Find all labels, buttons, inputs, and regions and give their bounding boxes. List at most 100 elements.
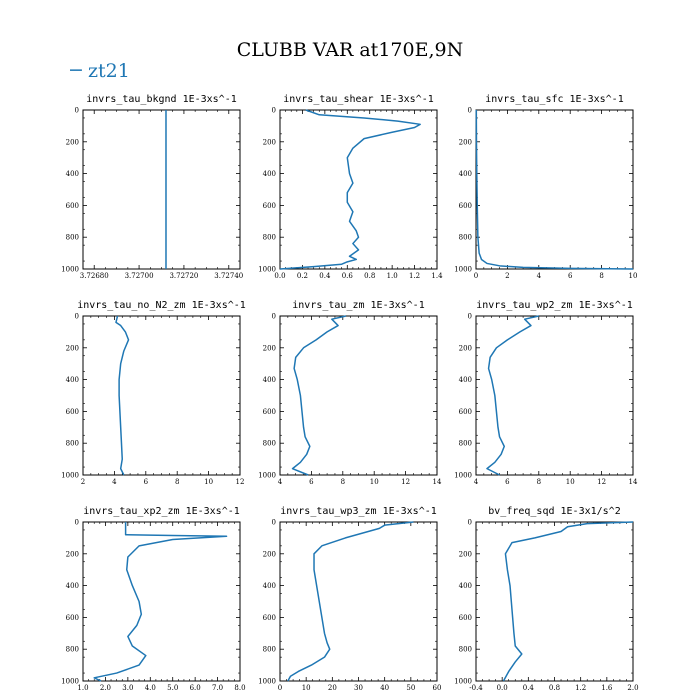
y-tick-label: 200 [66,344,79,352]
y-tick-label: 200 [459,550,472,558]
y-tick-label: 800 [459,646,472,654]
x-tick-label: 0.2 [297,272,308,280]
x-tick-label: 14 [433,478,442,486]
y-tick-label: 800 [66,234,79,242]
plot-frame [279,315,438,476]
x-tick-label: 0.8 [364,272,375,280]
series-line [486,315,539,476]
y-tick-label: 0 [272,313,276,321]
y-tick-label: 600 [263,614,276,622]
y-tick-label: 600 [66,614,79,622]
series-line [475,109,634,270]
y-tick-label: 1000 [61,472,79,480]
chart-panel: invrs_tau_zm 1E-3xs^-1 0 200 400 600 800 10004… [258,300,442,486]
y-tick-label: 200 [263,138,276,146]
x-tick-label: 0 [474,272,478,280]
y-tick-label: 1000 [258,266,276,274]
y-tick-label: 600 [66,202,79,210]
chart-panel: invrs_tau_shear 1E-3xs^-1 0 200 400 600 800 10… [258,94,443,280]
x-tick-label: 12 [597,478,606,486]
y-tick-label: 800 [263,646,276,654]
y-tick-label: 200 [66,138,79,146]
x-tick-label: 1.6 [601,684,613,692]
y-tick-label: 200 [459,138,472,146]
x-tick-label: 4 [537,272,542,280]
x-tick-label: 1.2 [575,684,586,692]
y-tick-label: 400 [66,376,79,384]
y-tick-label: 600 [459,202,472,210]
x-tick-label: 4 [278,478,283,486]
x-tick-label: 4 [112,478,117,486]
panel-title: invrs_tau_xp2_zm 1E-3xs^-1 [83,506,240,517]
y-tick-label: 200 [263,550,276,558]
y-tick-label: 800 [459,234,472,242]
x-tick-label: 1.0 [387,272,398,280]
x-tick-label: 1.2 [409,272,420,280]
x-tick-label: 10 [204,478,213,486]
x-tick-label: 5.0 [167,684,178,692]
panel-title: invrs_tau_no_N2_zm 1E-3xs^-1 [77,300,246,311]
x-tick-label: 1.4 [431,272,443,280]
x-tick-label: 12 [401,478,410,486]
plot-frame [279,109,438,270]
panel-title: invrs_tau_shear 1E-3xs^-1 [283,94,434,105]
chart-panel: bv_freq_sqd 1E-3x1/s^2 0 200 400 600 800 1000-… [454,506,638,692]
y-tick-label: 200 [66,550,79,558]
x-tick-label: -0.4 [469,684,483,692]
y-tick-label: 600 [66,408,79,416]
chart-panels: invrs_tau_bkgnd 1E-3xs^-1020040060080010… [61,94,638,692]
y-tick-label: 800 [263,440,276,448]
legend: − zt21 [68,59,130,82]
chart-panel: invrs_tau_bkgnd 1E-3xs^-1 0 200 400 600 800 10… [61,94,243,280]
y-tick-label: 200 [459,344,472,352]
panel-title: invrs_tau_wp2_zm 1E-3xs^-1 [476,300,633,311]
x-tick-label: 0.0 [497,684,508,692]
x-tick-label: 2 [81,478,85,486]
x-tick-label: 3.0 [122,684,133,692]
plot-frame [475,521,634,682]
series-line [291,315,347,476]
y-tick-label: 1000 [61,678,79,686]
plot-frame [475,109,634,270]
x-tick-label: 3.72740 [214,272,243,280]
x-tick-label: 8 [599,272,603,280]
figure-title: CLUBB VAR at170E,9N [237,39,463,61]
x-tick-label: 4 [474,478,479,486]
series-line [93,522,228,682]
x-tick-label: 10 [302,684,311,692]
panel-title: bv_freq_sqd 1E-3x1/s^2 [488,506,620,517]
y-tick-label: 0 [272,519,276,527]
x-tick-label: 3.72700 [125,272,154,280]
x-tick-label: 6.0 [190,684,201,692]
panel-title: invrs_tau_wp3_zm 1E-3xs^-1 [280,506,437,517]
x-tick-label: 40 [380,684,389,692]
x-tick-label: 0 [278,684,282,692]
x-tick-label: 8.0 [234,684,245,692]
x-tick-label: 0.8 [549,684,560,692]
panel-title: invrs_tau_zm 1E-3xs^-1 [292,300,424,311]
series-line [287,521,414,682]
x-tick-label: 60 [433,684,442,692]
series-line [502,521,634,682]
y-tick-label: 400 [263,376,276,384]
x-tick-label: 2.0 [627,684,638,692]
x-tick-label: 8 [537,478,541,486]
y-tick-label: 400 [263,582,276,590]
y-tick-label: 0 [468,107,472,115]
y-tick-label: 400 [66,582,79,590]
panel-title: invrs_tau_sfc 1E-3xs^-1 [485,94,623,105]
y-tick-label: 1000 [258,472,276,480]
y-tick-label: 0 [75,107,79,115]
y-tick-label: 600 [459,614,472,622]
plot-frame [279,521,438,682]
y-tick-label: 200 [263,344,276,352]
plot-frame [475,315,634,476]
plot-frame [82,521,241,682]
x-tick-label: 1.0 [77,684,88,692]
plot-frame [82,109,241,270]
y-tick-label: 0 [272,107,276,115]
y-tick-label: 400 [263,170,276,178]
y-tick-label: 0 [468,519,472,527]
x-tick-label: 6 [505,478,510,486]
x-tick-label: 10 [566,478,575,486]
